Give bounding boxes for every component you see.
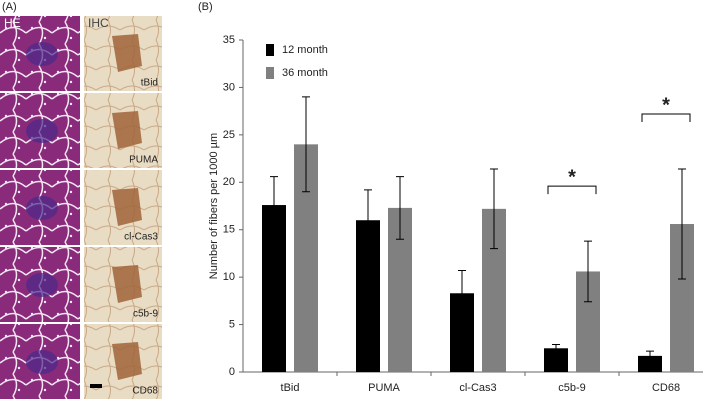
row-label: c5b-9	[133, 309, 158, 320]
error-bar	[584, 240, 592, 303]
error-bar	[678, 168, 686, 280]
x-tick-label: tBid	[281, 382, 300, 394]
error-bar	[270, 176, 278, 235]
scale-bar	[90, 384, 102, 388]
y-tick-label: 15	[223, 224, 235, 236]
he-fiber	[26, 119, 58, 143]
y-tick-label: 5	[229, 318, 235, 330]
column-label: IHC	[88, 16, 109, 30]
y-tick-label: 35	[223, 34, 235, 46]
y-tick-label: 30	[223, 81, 235, 93]
error-bar	[552, 343, 560, 353]
legend-label: 12 month	[282, 44, 328, 56]
x-tick-label: CD68	[652, 382, 680, 394]
plot: 0 5 10 15 20 25 30 35 tBid PUMA cl-Cas3 c5b-9 CD68 12…	[223, 34, 703, 394]
legend-label: 36 month	[282, 67, 328, 79]
legend-swatch	[266, 67, 274, 79]
y-tick-label: 0	[229, 366, 235, 378]
error-bar	[490, 168, 498, 250]
row-label: tBid	[141, 78, 158, 89]
significance-bracket	[641, 113, 691, 123]
y-tick-label: 20	[223, 176, 235, 188]
significance-bracket	[547, 185, 597, 195]
x-tick-label: cl-Cas3	[459, 382, 496, 394]
ihc-fiber	[112, 188, 142, 226]
error-bar	[458, 270, 466, 317]
error-bar	[396, 176, 404, 240]
row-label: PUMA	[129, 155, 158, 166]
he-fiber	[26, 42, 58, 66]
row-label: cl-Cas3	[124, 232, 158, 243]
he-fiber	[26, 350, 58, 374]
bar	[638, 355, 662, 372]
he-fiber	[26, 196, 58, 220]
x-tick-label: PUMA	[368, 382, 400, 394]
bar	[544, 348, 568, 372]
y-tick-label: 25	[223, 129, 235, 141]
ihc-fiber	[112, 342, 142, 380]
error-bar	[646, 350, 654, 362]
image-grid: tBid PUMA cl-Cas3 c5b-9 CD68 HE IHC	[0, 16, 162, 399]
significance-label: *	[662, 94, 670, 116]
y-axis-label: Number of fibers per 1000 µm	[208, 133, 220, 279]
row-label: CD68	[132, 386, 158, 397]
panel-label: (A)	[2, 1, 17, 13]
panel-label: (B)	[198, 1, 213, 13]
error-bar	[364, 189, 372, 252]
ihc-fiber	[112, 111, 142, 149]
column-label: HE	[4, 16, 21, 30]
legend-swatch	[266, 44, 274, 56]
he-fiber	[26, 273, 58, 297]
x-tick-label: c5b-9	[558, 382, 586, 394]
error-bar	[302, 96, 310, 193]
ihc-fiber	[112, 265, 142, 303]
y-tick-label: 10	[223, 271, 235, 283]
ihc-fiber	[112, 34, 142, 72]
significance-label: *	[568, 166, 576, 188]
